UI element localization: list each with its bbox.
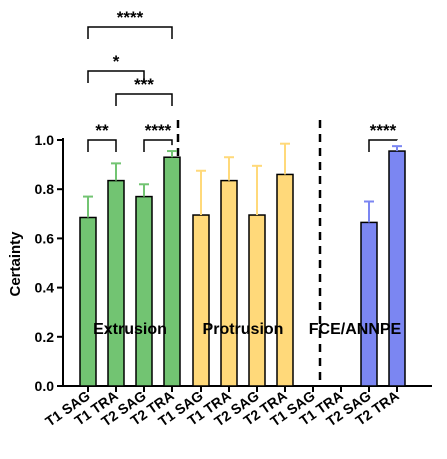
y-tick-label-0: 0.0 xyxy=(35,378,55,394)
bar xyxy=(135,195,153,387)
bar xyxy=(163,156,181,387)
y-tick-label-2: 0.4 xyxy=(35,280,55,296)
bar xyxy=(276,173,294,387)
significance-bracket xyxy=(87,70,145,83)
group-label: FCE/ANNPE xyxy=(309,321,402,338)
y-tick-label-5: 1.0 xyxy=(35,132,55,148)
significance-bracket xyxy=(87,26,173,39)
bar xyxy=(220,179,238,387)
significance-bracket xyxy=(115,93,173,106)
significance-brackets: ** **************** xyxy=(87,8,398,152)
y-tick-label-1: 0.2 xyxy=(35,329,55,345)
significance-stars: **** xyxy=(117,8,144,27)
y-tick-label-4: 0.8 xyxy=(35,181,55,197)
y-tick-label-3: 0.6 xyxy=(35,230,55,246)
bar xyxy=(79,216,97,387)
group-labels: Extrusion Protrusion FCE/ANNPE xyxy=(93,321,401,338)
significance-stars: *** xyxy=(134,75,154,94)
significance-bracket xyxy=(87,139,117,152)
y-axis-label: Certainty xyxy=(7,231,24,297)
bar xyxy=(360,221,378,387)
bar xyxy=(192,214,210,387)
significance-stars: * xyxy=(113,52,120,71)
significance-stars: **** xyxy=(370,121,397,140)
bar xyxy=(107,179,125,387)
group-label: Extrusion xyxy=(93,321,167,338)
significance-bracket xyxy=(143,139,173,152)
significance-stars: ** xyxy=(95,121,109,140)
bar xyxy=(248,214,266,387)
significance-stars: **** xyxy=(145,121,172,140)
bar xyxy=(388,150,406,387)
significance-bracket xyxy=(368,139,398,152)
group-label: Protrusion xyxy=(203,321,284,338)
bars xyxy=(79,142,406,387)
